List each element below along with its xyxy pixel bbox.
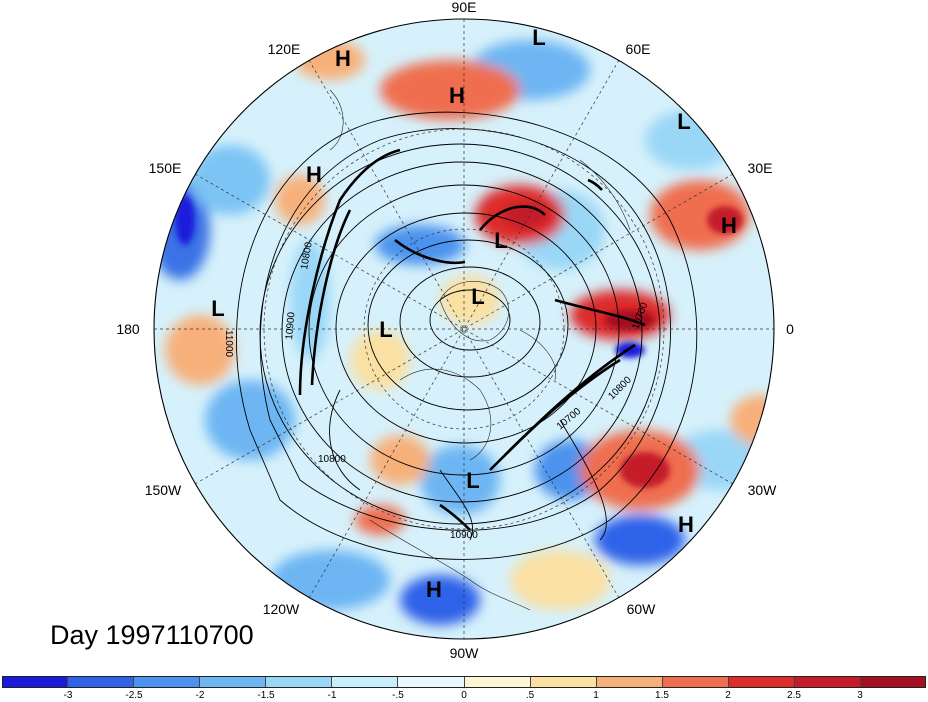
colorbar-swatch [200, 676, 267, 688]
lon-label-90w: 90W [450, 645, 480, 661]
colorbar-tick-label: 2 [725, 690, 731, 701]
colorbar-swatch [2, 676, 69, 688]
pressure-low: L [379, 317, 392, 342]
colorbar-tick-label: -1.5 [257, 690, 275, 701]
coastlines [329, 89, 631, 611]
date-title: Day 1997110700 [50, 620, 254, 650]
colorbar-swatch [398, 676, 465, 688]
colorbar-swatch [662, 676, 729, 688]
colorbar-frame [2, 676, 926, 688]
colorbar-swatch [266, 676, 333, 688]
colorbar-tick-label: 0 [461, 690, 467, 701]
colorbar-swatch [68, 676, 135, 688]
colorbar-tick-label: -2 [195, 690, 205, 701]
colorbar-tick-label: 2.5 [787, 690, 801, 701]
pressure-high: H [721, 213, 737, 238]
colorbar-tick-label: 1.5 [655, 690, 669, 701]
lon-label-120w: 120W [263, 601, 300, 617]
colorbar-tick-label: -3 [63, 690, 73, 701]
lon-label-150w: 150W [145, 482, 182, 498]
colorbar-tick-label: 1 [593, 690, 599, 701]
colorbar-swatch [861, 676, 927, 688]
pressure-high: H [335, 46, 351, 71]
pressure-high: H [306, 162, 322, 187]
lon-label-30e: 30E [748, 160, 773, 176]
pressure-low: L [677, 109, 690, 134]
pressure-low: L [494, 228, 507, 253]
colorbar-swatch [530, 676, 597, 688]
lon-label-60e: 60E [626, 41, 651, 57]
pressure-low: L [466, 468, 479, 493]
lon-label-60w: 60W [627, 601, 657, 617]
lon-label-30w: 30W [748, 482, 778, 498]
colorbar-swatch [596, 676, 663, 688]
contour-label: 11000 [223, 330, 234, 358]
colorbar-swatch [728, 676, 795, 688]
anomaly-field [154, 19, 774, 639]
colorbar-tick-label: .5 [525, 690, 535, 701]
pressure-low: L [532, 25, 545, 50]
colorbar-tick-label: -2.5 [125, 690, 143, 701]
colorbar-swatch [134, 676, 201, 688]
contour-label: 10800 [318, 454, 346, 465]
lon-label-120e: 120E [268, 41, 301, 57]
pressure-high: H [449, 83, 465, 108]
lon-label-0: 0 [786, 321, 794, 337]
contour-label: 10800 [299, 241, 315, 271]
lon-label-180: 180 [116, 321, 140, 337]
lon-label-150e: 150E [149, 160, 182, 176]
lon-label-90e: 90E [452, 0, 477, 15]
colorbar-swatch [332, 676, 399, 688]
contour-label: 10900 [284, 311, 297, 340]
pressure-low: L [471, 284, 484, 309]
colorbar [2, 676, 927, 688]
colorbar-tick-label: -1 [327, 690, 337, 701]
graticule [154, 19, 774, 639]
pressure-high: H [426, 577, 442, 602]
colorbar-tick-label: -.5 [392, 690, 404, 701]
colorbar-swatch [794, 676, 862, 688]
contour-label: 10900 [450, 530, 478, 541]
map-boundary [153, 18, 775, 640]
colorbar-tick-label: 3 [857, 690, 863, 701]
jet-contours [298, 148, 646, 531]
colorbar-swatch [464, 676, 531, 688]
pressure-high: H [678, 512, 694, 537]
pressure-low: L [211, 296, 224, 321]
